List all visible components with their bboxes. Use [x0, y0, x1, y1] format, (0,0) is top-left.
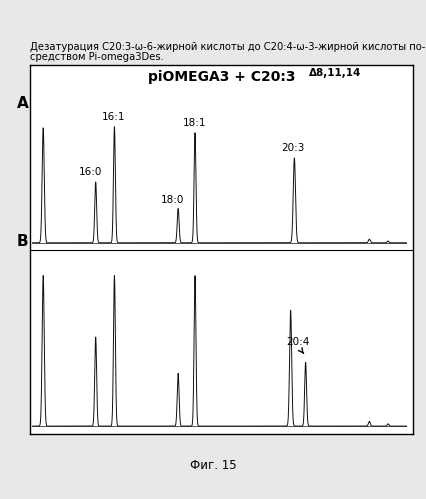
Text: 16:0: 16:0 [78, 167, 102, 177]
Text: 20:3: 20:3 [281, 143, 304, 153]
Text: piOMEGA3 + C20:3: piOMEGA3 + C20:3 [148, 70, 295, 84]
Text: A: A [17, 96, 28, 111]
Text: 20:4: 20:4 [286, 336, 310, 346]
Text: Фиг. 15: Фиг. 15 [190, 459, 236, 472]
Text: Дезатурация C20:3-ω-6-жирной кислоты до C20:4-ω-3-жирной кислоты по-: Дезатурация C20:3-ω-6-жирной кислоты до … [30, 42, 425, 52]
Text: средством Pi-omega3Des.: средством Pi-omega3Des. [30, 52, 164, 62]
Text: 18:0: 18:0 [161, 195, 184, 205]
Text: Δ8,11,14: Δ8,11,14 [309, 68, 361, 78]
Text: B: B [17, 234, 28, 249]
Text: 18:1: 18:1 [182, 118, 206, 128]
Text: 16:1: 16:1 [102, 112, 125, 122]
